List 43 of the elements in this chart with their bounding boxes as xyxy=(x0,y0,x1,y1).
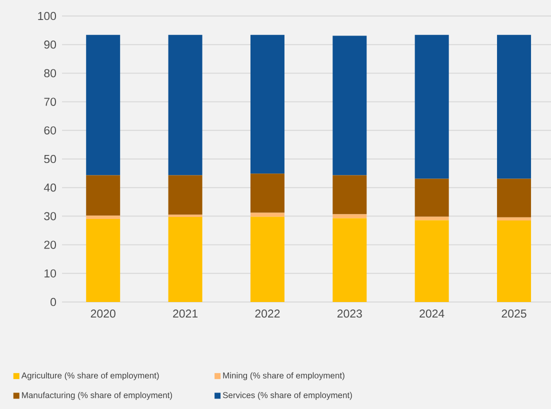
x-tick-label: 2023 xyxy=(337,310,362,318)
bar xyxy=(250,174,284,213)
legend-label: Manufacturing (% share of employment) xyxy=(22,392,172,400)
bar xyxy=(332,214,367,218)
y-tick-label: 60 xyxy=(44,126,56,134)
y-tick-label: 90 xyxy=(44,40,56,49)
bar xyxy=(168,217,202,302)
bar xyxy=(250,216,284,302)
legend-label: Services (% share of employment) xyxy=(222,392,352,400)
bar xyxy=(250,212,284,217)
x-tick-label: 2020 xyxy=(90,310,116,318)
bar xyxy=(86,219,120,302)
x-tick-label: 2025 xyxy=(502,310,526,318)
x-tick-label: 2021 xyxy=(173,310,198,318)
bar xyxy=(497,34,532,179)
x-tick-label: 2022 xyxy=(255,310,280,318)
bar xyxy=(86,175,120,216)
legend-label: Agriculture (% share of employment) xyxy=(21,372,159,380)
bar xyxy=(497,178,532,218)
bar xyxy=(414,34,449,179)
x-tick-label: 2024 xyxy=(420,310,444,318)
bar xyxy=(414,178,449,217)
bar xyxy=(332,218,367,302)
bar xyxy=(414,220,449,302)
y-tick-label: 30 xyxy=(44,212,56,220)
y-tick-label: 50 xyxy=(44,154,56,164)
y-tick-label: 0 xyxy=(50,298,56,306)
bar xyxy=(332,36,367,176)
bar xyxy=(168,175,202,215)
y-tick-label: 20 xyxy=(44,240,56,249)
y-tick-label: 100 xyxy=(38,12,56,20)
bar xyxy=(497,217,532,220)
bar xyxy=(86,34,120,176)
bar xyxy=(86,216,120,220)
bar xyxy=(497,220,532,302)
y-tick-label: 40 xyxy=(44,184,56,192)
y-tick-label: 80 xyxy=(44,69,56,78)
y-tick-label: 10 xyxy=(44,269,56,278)
y-tick-label: 70 xyxy=(44,98,56,106)
bar xyxy=(168,34,202,176)
bar xyxy=(332,175,367,214)
bar xyxy=(250,34,284,174)
legend-label: Mining (% share of employment) xyxy=(223,372,344,380)
